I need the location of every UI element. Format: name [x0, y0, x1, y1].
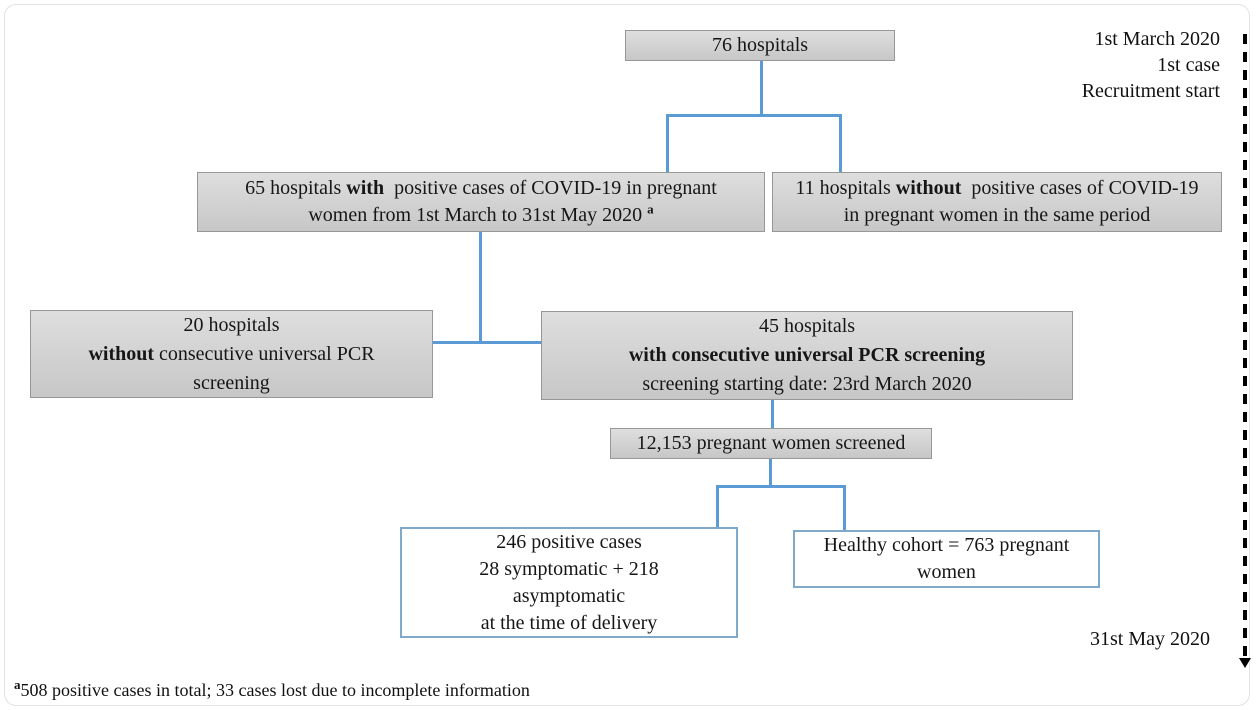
connector-top-horizontal: [666, 114, 842, 117]
box-positive-cases-line3: asymptomatic: [512, 584, 626, 607]
box-positive-cases-line2: 28 symptomatic + 218: [479, 557, 659, 580]
box-screened: 12,153 pregnant women screened: [610, 428, 932, 459]
timeline-arrowhead-icon: [1239, 658, 1251, 668]
box-healthy-cohort: Healthy cohort = 763 pregnant women: [793, 530, 1100, 588]
with-cases-l1-post: positive cases of COVID-19 in pregnant: [384, 177, 717, 199]
without-cases-l1-bold: without: [895, 177, 962, 199]
box-screened-label: 12,153 pregnant women screened: [636, 432, 906, 454]
without-screening-bold: without: [88, 342, 155, 365]
box-hospitals-total: 76 hospitals: [625, 30, 895, 61]
box-positive-cases-line1: 246 positive cases: [496, 530, 642, 553]
box-positive-cases-line4: at the time of delivery: [480, 611, 658, 634]
timeline-start-line1: 1st March 2020: [1094, 28, 1220, 50]
box-with-cases-line1: 65 hospitals with positive cases of COVI…: [198, 175, 764, 202]
footnote-marker: a: [14, 677, 21, 692]
without-cases-l1-pre: 11 hospitals: [795, 177, 896, 199]
connector-to-with-cases: [666, 114, 669, 172]
connector-screening-down: [771, 400, 774, 428]
box-positive-cases: 246 positive cases 28 symptomatic + 218 …: [400, 527, 738, 638]
box-healthy-cohort-line2: women: [917, 561, 976, 583]
connector-level3-horizontal: [433, 341, 541, 344]
with-cases-l2: women from 1st March to 31st May 2020: [308, 204, 648, 226]
box-with-screening-line2: with consecutive universal PCR screening: [542, 341, 1072, 370]
footnote: a508 positive cases in total; 33 cases l…: [14, 677, 530, 701]
with-cases-l1-bold: with: [346, 177, 385, 199]
box-with-cases-line2: women from 1st March to 31st May 2020 a: [198, 202, 764, 229]
box-without-screening-line2: without consecutive universal PCR: [31, 340, 432, 369]
timeline-end-annotation: 31st May 2020: [1090, 628, 1210, 650]
timeline-start-line2: 1st case: [1157, 54, 1220, 76]
without-screening-rest: consecutive universal PCR: [154, 342, 375, 365]
box-without-screening: 20 hospitals without consecutive univers…: [30, 310, 433, 398]
connector-withcases-down: [479, 232, 482, 344]
box-with-screening-line1: 45 hospitals: [758, 315, 856, 337]
box-without-cases: 11 hospitals without positive cases of C…: [772, 172, 1222, 232]
connector-screened-down: [769, 458, 772, 488]
timeline-dashed-arrow: [1243, 34, 1247, 658]
box-with-screening: 45 hospitals with consecutive universal …: [541, 311, 1073, 400]
with-cases-l1-pre: 65 hospitals: [245, 177, 347, 199]
timeline-start-line3: Recruitment start: [1081, 80, 1220, 102]
connector-to-healthy: [843, 485, 846, 530]
connector-top-vertical: [760, 60, 763, 116]
box-without-screening-line1: 20 hospitals: [183, 313, 280, 336]
box-without-screening-line3: screening: [193, 371, 270, 394]
footnote-text: 508 positive cases in total; 33 cases lo…: [20, 680, 530, 700]
without-cases-l1-post: positive cases of COVID-19: [961, 177, 1199, 199]
timeline-start-annotation: 1st March 2020 1st case Recruitment star…: [1082, 26, 1220, 104]
box-without-cases-line1: 11 hospitals without positive cases of C…: [773, 175, 1221, 202]
box-without-cases-line2: in pregnant women in the same period: [843, 204, 1151, 226]
with-screening-bold: with consecutive universal PCR screening: [628, 344, 986, 366]
box-with-cases: 65 hospitals with positive cases of COVI…: [197, 172, 765, 232]
box-with-screening-line3: screening starting date: 23rd March 2020: [642, 373, 972, 395]
connector-to-without-cases: [839, 114, 842, 172]
connector-outcome-horizontal: [716, 485, 846, 488]
box-healthy-cohort-line1: Healthy cohort = 763 pregnant: [823, 534, 1070, 556]
box-hospitals-total-label: 76 hospitals: [711, 34, 809, 56]
connector-to-positive: [716, 485, 719, 527]
with-cases-footnote-marker: a: [647, 201, 654, 217]
